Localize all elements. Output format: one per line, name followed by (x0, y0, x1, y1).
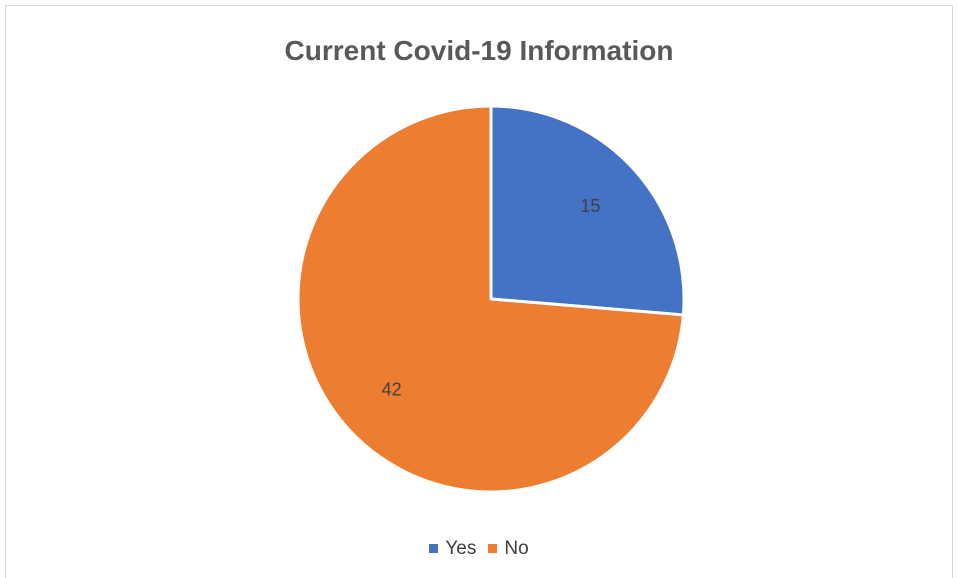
legend-item-no: No (488, 537, 529, 560)
legend-swatch-no (488, 544, 498, 553)
legend-label-yes: Yes (445, 537, 477, 559)
legend-swatch-yes (429, 544, 439, 553)
data-label-no: 42 (382, 379, 402, 399)
chart-frame: Current Covid-19 Information 15 42 Yes No (5, 5, 953, 578)
legend: Yes No (6, 537, 952, 560)
pie-slice-yes (489, 104, 686, 317)
pie-slice-no (296, 104, 685, 494)
data-label-yes: 15 (580, 196, 600, 216)
legend-item-yes: Yes (429, 538, 476, 560)
legend-label-no: No (504, 537, 529, 559)
chart-title: Current Covid-19 Information (284, 35, 674, 66)
